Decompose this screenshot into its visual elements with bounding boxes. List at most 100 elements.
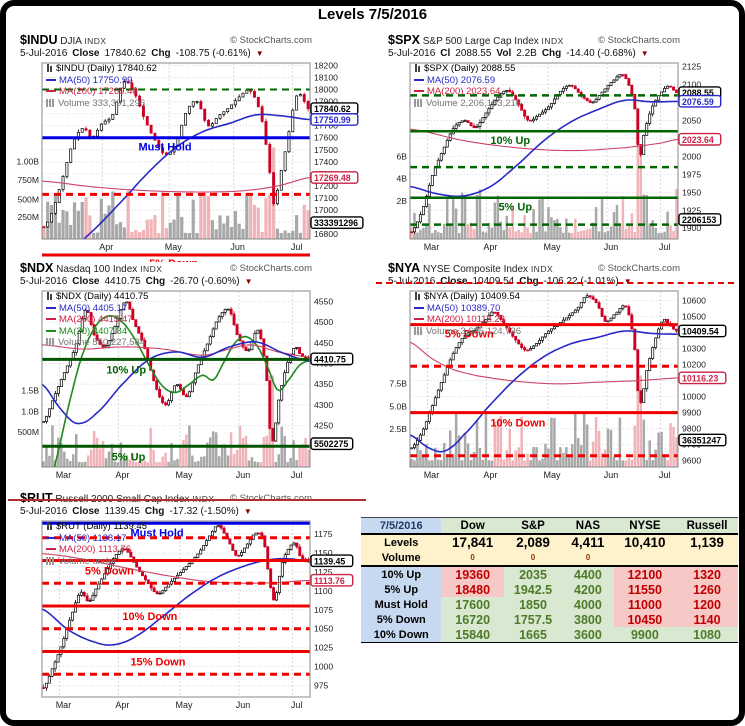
svg-text:250M: 250M (18, 212, 40, 222)
info-segment: Vol (496, 48, 512, 59)
info-segment: -106.22 (-1.01%) (543, 276, 619, 287)
row-label: 5% Up (361, 582, 442, 597)
svg-text:2050: 2050 (682, 115, 701, 125)
svg-text:17500: 17500 (314, 145, 338, 155)
svg-text:10600: 10600 (682, 296, 706, 306)
svg-text:2206153: 2206153 (682, 215, 716, 225)
info-segment: 2088.55 (455, 48, 492, 59)
info-segment: Cl (440, 48, 451, 59)
svg-text:18100: 18100 (314, 72, 338, 82)
svg-text:May: May (176, 700, 194, 710)
svg-text:750M: 750M (18, 175, 40, 185)
table-row: 10% Down 15840 1665 3600 9900 1080 (361, 627, 738, 643)
svg-text:1113.76: 1113.76 (314, 576, 345, 586)
table-value: 3800 (562, 612, 614, 627)
svg-text:Jun: Jun (604, 470, 619, 480)
svg-text:2023.64: 2023.64 (682, 135, 714, 145)
svg-text:4300: 4300 (314, 400, 333, 410)
svg-text:1975: 1975 (682, 169, 701, 179)
svg-text:2100: 2100 (682, 80, 701, 90)
svg-text:May: May (544, 242, 562, 252)
level-value: 10,410 (613, 534, 677, 550)
svg-text:10000: 10000 (682, 392, 706, 402)
volume-row: Volume 0 0 0 (361, 550, 738, 567)
level-value: 4,411 (562, 534, 614, 550)
svg-text:1925: 1925 (682, 205, 701, 215)
svg-text:Jun: Jun (236, 470, 251, 480)
svg-text:17840.62: 17840.62 (314, 104, 351, 114)
svg-text:10300: 10300 (682, 344, 706, 354)
svg-text:9900: 9900 (682, 408, 701, 418)
chart-kind: INDX (541, 36, 564, 46)
dropdown-triangle-icon: ▼ (255, 49, 264, 58)
svg-text:Jun: Jun (604, 242, 619, 252)
svg-text:Apr: Apr (115, 470, 129, 480)
svg-text:Mar: Mar (424, 242, 440, 252)
info-segment: -17.32 (-1.50%) (169, 506, 239, 517)
chart-name: Nasdaq 100 Index (53, 264, 141, 275)
svg-text:4B: 4B (396, 173, 407, 183)
svg-text:10% Up: 10% Up (490, 135, 530, 147)
chart-title: $INDU DJIA INDX © StockCharts.com (6, 33, 370, 48)
svg-text:17269.48: 17269.48 (314, 173, 351, 183)
svg-text:18200: 18200 (314, 60, 338, 70)
info-segment: 4410.75 (104, 276, 141, 287)
svg-text:10% Down: 10% Down (122, 611, 177, 623)
svg-text:10% Up: 10% Up (106, 364, 146, 376)
svg-text:975: 975 (314, 681, 329, 691)
chart-title: $SPX S&P 500 Large Cap Index INDX © Stock… (374, 34, 738, 48)
row-label: Volume (361, 550, 442, 567)
svg-text:Jul: Jul (291, 700, 303, 710)
chart-title: $NDX Nasdaq 100 Index INDX © StockCharts.… (6, 262, 370, 276)
dropdown-triangle-icon: ▼ (623, 277, 632, 286)
table-row: 5% Down 16720 1757.5 3800 10450 1140 (361, 612, 738, 627)
chart-info-line: 5-Jul-2016 Close 4410.75 Chg -26.70 (-0.60%)… (6, 275, 370, 288)
info-segment: 5-Jul-2016 (388, 276, 436, 287)
table-col-header: Russell (676, 517, 738, 535)
chart-canvas: 10% Up5% Up42004250430043504400445045004… (18, 290, 354, 480)
svg-text:6B: 6B (396, 151, 407, 161)
chart-nya: $NYA NYSE Composite Index INDX © StockCha… (374, 262, 738, 490)
chart-symbol: $NYA (388, 261, 421, 275)
chart-kind: INDX (84, 36, 107, 46)
row-label: 10% Down (361, 627, 442, 643)
table-value: 2035 (503, 566, 563, 582)
svg-text:10% Down: 10% Down (490, 418, 545, 430)
svg-text:4450: 4450 (314, 338, 333, 348)
svg-text:10409.54: 10409.54 (682, 326, 719, 336)
svg-text:17200: 17200 (314, 181, 338, 191)
svg-text:May: May (165, 242, 183, 252)
table-value: 1080 (676, 627, 738, 643)
info-segment: Chg (519, 276, 539, 287)
chart-ndx: $NDX Nasdaq 100 Index INDX © StockCharts.… (6, 262, 370, 490)
svg-text:17750.99: 17750.99 (314, 115, 351, 125)
table-value: 11000 (613, 597, 677, 612)
table-value: 1850 (503, 597, 563, 612)
chart-canvas: Must Hold1680016900170001710017200173001… (17, 60, 364, 262)
table-value: 19360 (441, 566, 504, 582)
svg-text:1125: 1125 (314, 567, 333, 577)
svg-text:5% Down: 5% Down (149, 258, 198, 262)
info-segment: 1139.45 (104, 506, 140, 517)
svg-text:Jun: Jun (230, 242, 245, 252)
chart-symbol: $INDU (20, 33, 58, 47)
svg-text:17600: 17600 (314, 133, 338, 143)
table-header-row: 7/5/2016 Dow S&P NAS NYSE Russell (361, 517, 738, 535)
dropdown-triangle-icon: ▼ (640, 49, 649, 58)
table-value: 1140 (676, 612, 738, 627)
table-row: 10% Up 19360 2035 4400 12100 1320 (361, 566, 738, 582)
table-value: 16720 (441, 612, 504, 627)
info-segment: Close (72, 276, 100, 287)
svg-text:10500: 10500 (682, 312, 706, 322)
table-value: 9900 (613, 627, 677, 643)
svg-text:Mar: Mar (56, 700, 72, 710)
table-value: 1320 (676, 566, 738, 582)
chart-name: DJIA (57, 36, 85, 47)
chart-title: $NYA NYSE Composite Index INDX © StockCha… (374, 261, 738, 276)
svg-text:4350: 4350 (314, 379, 333, 389)
svg-text:1900: 1900 (682, 223, 701, 233)
svg-text:2.5B: 2.5B (389, 424, 407, 434)
info-segment: Close (440, 276, 468, 287)
level-value: 1,139 (676, 534, 738, 550)
svg-text:5% Down: 5% Down (85, 565, 134, 577)
